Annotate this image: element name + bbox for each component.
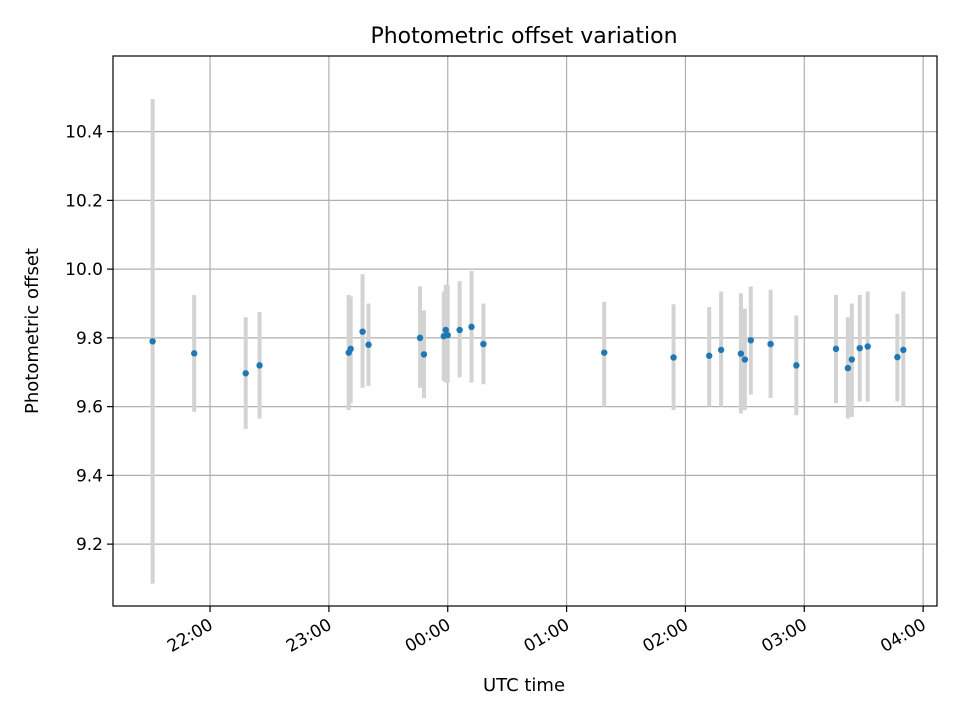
x-axis-label: UTC time [483, 675, 565, 696]
data-point [442, 326, 449, 334]
data-point [456, 326, 463, 334]
data-point [601, 349, 608, 356]
data-point [737, 350, 745, 357]
data-point [856, 344, 863, 352]
y-tick-label: 10.4 [65, 123, 103, 143]
grid [113, 56, 937, 606]
data-point [468, 323, 475, 331]
y-tick-label: 10.0 [65, 260, 103, 280]
y-tick-label: 9.2 [76, 535, 103, 555]
chart-title: Photometric offset variation [370, 24, 677, 49]
data-point [844, 364, 852, 372]
y-axis-ticks: 9.2 9.4 9.6 9.8 10.0 10.2 10.4 [65, 123, 113, 555]
data-point [717, 346, 725, 354]
data-point [365, 341, 372, 348]
y-tick-label: 9.8 [76, 329, 103, 349]
y-tick-label: 9.4 [76, 466, 103, 486]
data-point [848, 356, 856, 363]
data-point [420, 351, 428, 358]
data-point [706, 352, 713, 359]
data-point [741, 356, 749, 363]
data-point [793, 362, 800, 369]
plot-frame [112, 55, 938, 607]
data-point [670, 354, 677, 361]
data-point [191, 350, 198, 357]
data-point [894, 353, 901, 361]
data-point [242, 370, 249, 377]
data-point [359, 328, 366, 335]
data-point [256, 362, 263, 369]
data-point [864, 343, 871, 350]
data-points [149, 323, 907, 377]
data-point [347, 345, 354, 353]
y-axis-label: Photometric offset [22, 248, 43, 414]
y-tick-label: 10.2 [65, 191, 103, 211]
data-point [747, 337, 755, 344]
y-tick-label: 9.6 [76, 398, 103, 418]
data-point [444, 331, 451, 339]
data-point [767, 340, 774, 348]
data-point [900, 346, 907, 354]
data-point [480, 340, 487, 348]
data-point [416, 334, 424, 342]
data-point [149, 338, 156, 345]
data-point [832, 345, 840, 353]
